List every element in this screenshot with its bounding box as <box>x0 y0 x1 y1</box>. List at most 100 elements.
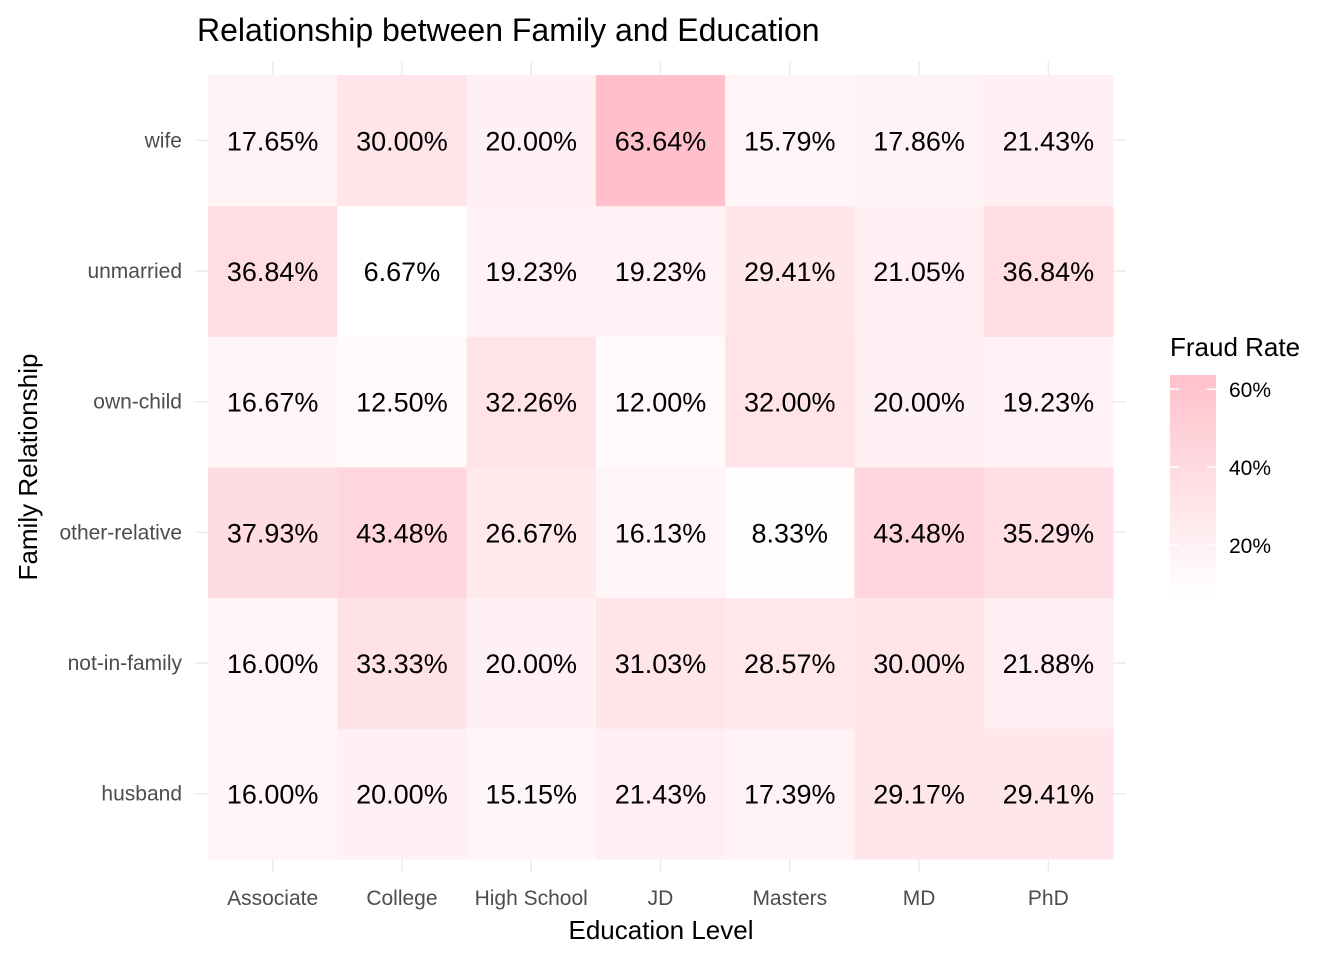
heatmap-cell <box>725 728 855 860</box>
x-tick-label: College <box>366 887 437 910</box>
cell-value-label: 20.00% <box>356 780 448 810</box>
cell-value-label: 63.64% <box>615 126 707 156</box>
cell-value-label: 15.15% <box>485 780 577 810</box>
heatmap-cells <box>208 75 1114 860</box>
cell-value-label: 16.67% <box>227 388 319 418</box>
legend-label: 40% <box>1229 457 1271 480</box>
legend-title: Fraud Rate <box>1170 332 1300 362</box>
heatmap-cell <box>337 75 468 207</box>
cell-value-label: 12.00% <box>615 388 707 418</box>
heatmap-cell <box>208 467 338 599</box>
heatmap-cell <box>208 75 338 207</box>
legend: Fraud Rate 20% 40% 60% <box>1170 332 1300 597</box>
heatmap-cell <box>595 597 726 729</box>
heatmap-cell <box>337 336 468 468</box>
cell-value-label: 17.65% <box>227 126 319 156</box>
heatmap-cell <box>208 728 338 860</box>
cell-value-label: 43.48% <box>873 518 965 548</box>
cell-value-label: 21.43% <box>1003 126 1095 156</box>
x-axis-ticks: Associate College High School JD Masters MD Ph… <box>227 887 1069 910</box>
heatmap-cell <box>208 205 338 337</box>
cell-value-label: 33.33% <box>356 649 448 679</box>
heatmap-cell <box>983 597 1114 729</box>
heatmap-cell <box>466 336 597 468</box>
cell-value-label: 21.05% <box>873 257 965 287</box>
y-axis-title: Family Relationship <box>13 354 43 581</box>
heatmap-cell <box>595 467 726 599</box>
heatmap-cell <box>854 597 985 729</box>
heatmap-cell <box>725 205 855 337</box>
legend-label: 60% <box>1229 379 1271 402</box>
cell-value-label: 16.00% <box>227 649 319 679</box>
heatmap-cell <box>854 336 985 468</box>
y-tick-label: unmarried <box>87 260 182 283</box>
cell-value-label: 21.43% <box>615 780 707 810</box>
heatmap-cell <box>854 205 985 337</box>
heatmap-cell <box>337 597 468 729</box>
heatmap-cell <box>854 75 985 207</box>
heatmap-cell <box>854 467 985 599</box>
cell-value-label: 29.17% <box>873 780 965 810</box>
heatmap-cell <box>466 75 597 207</box>
cell-value-label: 37.93% <box>227 518 319 548</box>
legend-label: 20% <box>1229 535 1271 558</box>
cell-value-label: 31.03% <box>615 649 707 679</box>
legend-colorbar <box>1170 375 1216 597</box>
heatmap-cell <box>595 205 726 337</box>
heatmap-cell <box>595 75 726 207</box>
heatmap-cell <box>337 467 468 599</box>
x-axis-title: Education Level <box>568 915 753 945</box>
x-tick-label: Masters <box>752 887 827 910</box>
cell-value-label: 32.26% <box>485 388 577 418</box>
heatmap-cell <box>725 467 855 599</box>
cell-value-label: 20.00% <box>485 126 577 156</box>
cell-value-label: 6.67% <box>364 257 441 287</box>
heatmap-cell <box>983 467 1114 599</box>
x-tick-label: High School <box>475 887 588 910</box>
cell-value-label: 20.00% <box>485 649 577 679</box>
cell-value-label: 16.13% <box>615 518 707 548</box>
cell-value-label: 16.00% <box>227 780 319 810</box>
cell-value-label: 36.84% <box>1003 257 1095 287</box>
y-tick-label: husband <box>101 783 182 806</box>
cell-labels: 16.00% 20.00% 15.15% 21.43% 17.39% 29.17% 29.4… <box>227 126 1094 809</box>
heatmap-cell <box>337 205 468 337</box>
y-axis-ticks: husband not-in-family other-relative own-ch… <box>59 129 182 805</box>
cell-value-label: 8.33% <box>752 518 829 548</box>
cell-value-label: 12.50% <box>356 388 448 418</box>
heatmap-cell <box>208 336 338 468</box>
heatmap-cell <box>466 205 597 337</box>
heatmap-cell <box>983 205 1114 337</box>
y-tick-label: other-relative <box>59 521 182 544</box>
heatmap-cell <box>725 597 855 729</box>
cell-value-label: 19.23% <box>1003 388 1095 418</box>
heatmap-cell <box>208 597 338 729</box>
cell-value-label: 36.84% <box>227 257 319 287</box>
heatmap-cell <box>725 75 855 207</box>
cell-value-label: 17.86% <box>873 126 965 156</box>
cell-value-label: 26.67% <box>485 518 577 548</box>
cell-value-label: 29.41% <box>1003 780 1095 810</box>
cell-value-label: 15.79% <box>744 126 836 156</box>
heatmap-cell <box>983 75 1114 207</box>
y-tick-label: wife <box>144 129 182 152</box>
x-tick-label: MD <box>903 887 936 910</box>
cell-value-label: 19.23% <box>615 257 707 287</box>
x-tick-label: Associate <box>227 887 318 910</box>
x-tick-label: PhD <box>1028 887 1069 910</box>
cell-value-label: 21.88% <box>1003 649 1095 679</box>
heatmap-cell <box>725 336 855 468</box>
cell-value-label: 17.39% <box>744 780 836 810</box>
cell-value-label: 30.00% <box>356 126 448 156</box>
x-tick-label: JD <box>648 887 674 910</box>
heatmap-cell <box>983 728 1114 860</box>
heatmap-cell <box>854 728 985 860</box>
heatmap-cell <box>466 728 597 860</box>
heatmap-cell <box>466 597 597 729</box>
cell-value-label: 28.57% <box>744 649 836 679</box>
cell-value-label: 35.29% <box>1003 518 1095 548</box>
heatmap-cell <box>466 467 597 599</box>
cell-value-label: 19.23% <box>485 257 577 287</box>
